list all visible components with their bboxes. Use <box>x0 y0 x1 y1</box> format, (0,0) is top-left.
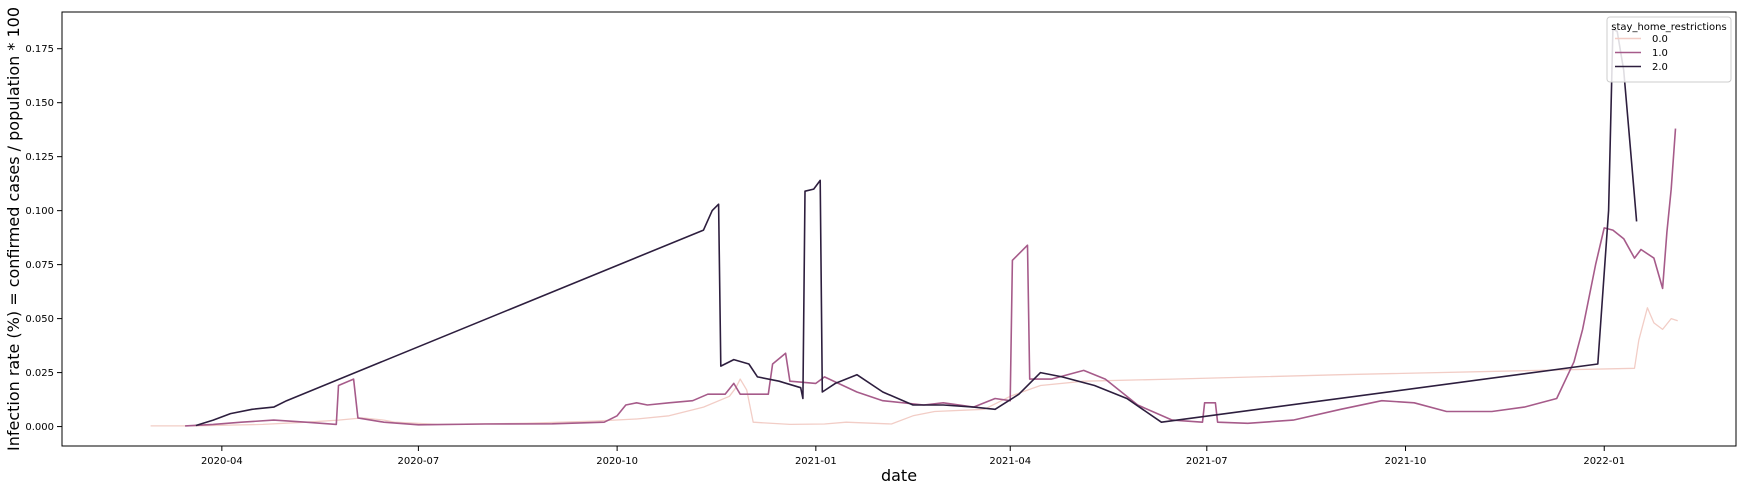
y-tick-label: 0.175 <box>25 44 54 55</box>
y-tick-label: 0.050 <box>25 314 54 325</box>
y-axis-ticks: 0.000 0.025 0.050 0.075 0.100 0.125 0.150 0.175 <box>25 44 62 433</box>
legend-items: 0.0 1.0 2.0 <box>1615 34 1668 73</box>
x-tick-label: 2021-01 <box>795 456 837 467</box>
y-axis-title: Infection rate (%) = confirmed cases / p… <box>4 7 23 451</box>
plot-frame <box>61 11 1737 447</box>
y-tick-label: 0.100 <box>25 206 54 217</box>
y-tick-label: 0.150 <box>25 98 54 109</box>
x-axis-ticks: 2020-04 2020-07 2020-10 2021-01 2021-04 2021-… <box>201 446 1625 467</box>
x-tick-label: 2021-04 <box>989 456 1031 467</box>
legend: stay_home_restrictions 0.0 1.0 2.0 <box>1606 16 1732 83</box>
legend-label: 2.0 <box>1652 62 1668 73</box>
series-line-0-0 <box>150 307 1678 427</box>
y-tick-label: 0.025 <box>25 368 54 379</box>
y-tick-label: 0.000 <box>25 422 54 433</box>
y-tick-label: 0.125 <box>25 152 54 163</box>
series-lines <box>150 28 1678 427</box>
legend-label: 0.0 <box>1652 34 1668 45</box>
legend-label: 1.0 <box>1652 48 1668 59</box>
x-axis-title: date <box>881 466 917 485</box>
series-line-1-0 <box>185 128 1677 427</box>
x-tick-label: 2020-04 <box>201 456 243 467</box>
legend-title: stay_home_restrictions <box>1611 22 1726 33</box>
x-tick-label: 2020-07 <box>398 456 440 467</box>
plot-area <box>62 12 1736 446</box>
x-tick-label: 2022-01 <box>1583 456 1625 467</box>
x-tick-label: 2021-07 <box>1186 456 1228 467</box>
x-tick-label: 2020-10 <box>596 456 638 467</box>
x-tick-label: 2021-10 <box>1385 456 1427 467</box>
series-line-2-0 <box>195 28 1638 427</box>
y-tick-label: 0.075 <box>25 260 54 271</box>
